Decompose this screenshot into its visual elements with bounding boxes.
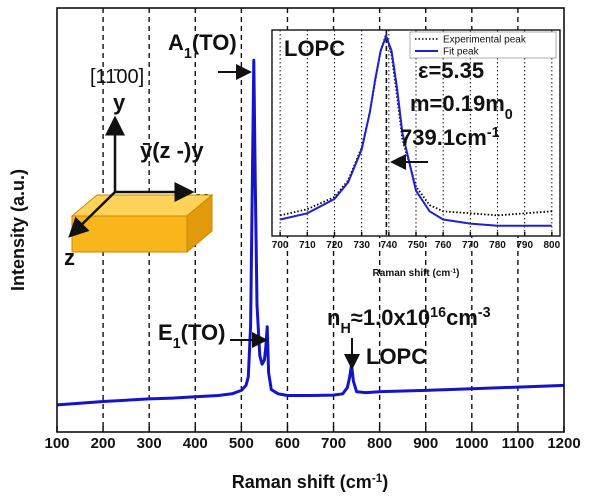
x-tick-label: 100 [44,435,69,452]
x-tick-label: 500 [229,435,254,452]
inset-annotation-part: m=0.19m [410,91,505,116]
annotation-part: E [158,320,173,345]
plot-background [272,30,560,236]
x-tick-label: 720 [326,240,343,251]
x-tick-label: 760 [435,240,452,251]
inset-annotation: ε=5.35 [418,58,484,83]
x-tick-label: 800 [367,435,392,452]
annotation-part: n [327,305,340,330]
annotation-part: (TO) [192,30,237,55]
inset-annotation: m=0.19m0 [410,91,513,123]
x-tick-label: 1000 [455,435,488,452]
annotation: z [64,245,75,270]
legend-label: Fit peak [443,47,480,58]
annotation-part: LOPC [366,344,427,369]
annotation-part: -3 [478,305,491,321]
inset-x-axis-title-part: Raman shift (cm [373,268,451,279]
x-tick-label: 800 [544,240,561,251]
wafer-diagram [68,115,214,254]
inset-plot: 700 710 720 730 740 750 760 770 780 790 800 Raman s… [271,29,561,280]
annotation-part: H [340,321,350,337]
y-axis-title: Intensity (a.u.) [8,169,28,291]
x-tick-label: 780 [489,240,506,251]
annotation-part: (TO) [181,320,226,345]
x-axis-title-part: -1 [372,472,383,485]
series-line [279,33,552,227]
x-tick-label: 300 [137,435,162,452]
inset-annotation: 739.1cm-1 [400,125,500,150]
x-tick-label: 1100 [502,435,535,452]
annotation-part: 16 [430,305,446,321]
inset-annotation-part: 0 [505,107,513,123]
legend-label: Experimental peak [443,35,527,46]
x-tick-label: 400 [183,435,208,452]
inset-annotation-part: ε=5.35 [418,58,484,83]
x-axis-title-part: Raman shift (cm [232,472,372,492]
annotation: [11̄00] [90,66,144,88]
annotation-part: 1 [173,336,181,352]
inset-x-axis-title-part: -1 [450,268,456,275]
annotation-part: cm [446,305,478,330]
annotation: A1(TO) [168,30,237,62]
annotation: nH≈1.0x1016cm-3 [327,305,491,337]
annotation: LOPC [366,344,427,369]
inset-x-axis-title-part: ) [456,268,459,279]
x-tick-label: 710 [299,240,316,251]
inset-annotation-part: 739.1cm [400,125,487,150]
annotation: E1(TO) [158,320,225,352]
legend-box [409,31,557,59]
x-tick-label: 200 [91,435,116,452]
x-tick-label: 790 [516,240,533,251]
annotation-part: [11̄00] [90,66,144,88]
x-tick-label: 1200 [547,435,580,452]
x-tick-label: 750 [408,240,425,251]
x-tick-label: 600 [275,435,300,452]
inset-annotation: LOPC [284,36,345,61]
inset-annotation-part: -1 [487,125,500,141]
annotation-part: ȳ(z -)y [140,138,204,163]
x-tick-label: 730 [353,240,370,251]
annotation-part: ≈1.0x10 [351,305,430,330]
annotation-part: z [64,245,75,270]
x-axis-title: Raman shift (cm-1) [232,472,388,493]
x-tick-label: 740 [380,240,397,251]
x-tick-label: 770 [462,240,479,251]
annotation: y [113,90,126,115]
x-axis-title-part: ) [382,472,388,492]
annotation-part: A [168,30,184,55]
x-tick-label: 700 [272,240,289,251]
annotation-part: y [113,90,126,115]
annotation: ȳ(z -)y [140,138,204,163]
inset-annotation-part: LOPC [284,36,345,61]
inset-frame [271,29,561,237]
plot-frame [56,7,565,433]
inset-x-axis-title: Raman shift (cm-1) [373,268,460,280]
x-tick-label: 900 [413,435,438,452]
annotation-part: 1 [184,46,192,62]
x-tick-label: 700 [321,435,346,452]
